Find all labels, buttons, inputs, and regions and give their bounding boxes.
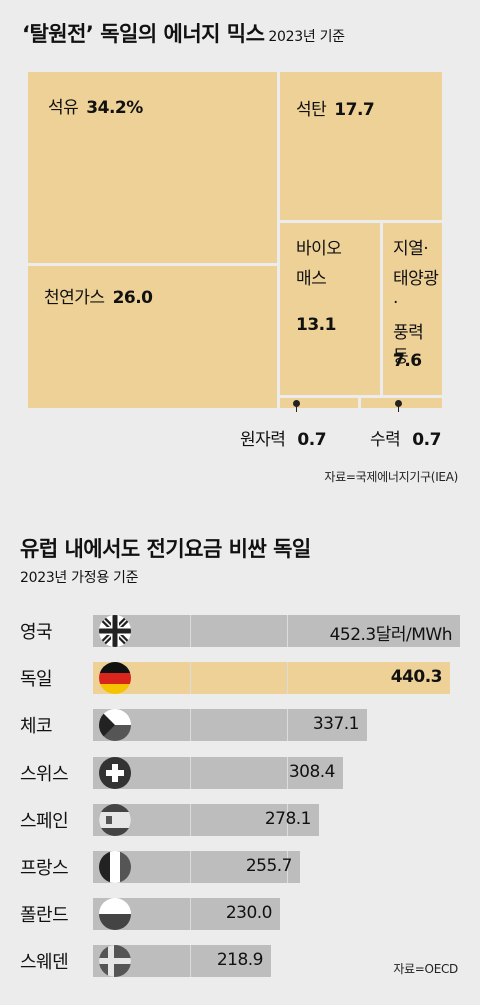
treemap-tile-nuclear (280, 398, 358, 408)
bar-row: 218.9 (93, 945, 460, 977)
treemap-tile-coal: 석탄 17.7 (280, 72, 442, 220)
bar (93, 615, 460, 647)
germany-flag-icon (99, 662, 131, 694)
bar-row: 230.0 (93, 898, 460, 930)
tile-coal-label: 석탄 (296, 100, 327, 120)
hydro-label: 수력 (370, 430, 401, 450)
bar-gridline (287, 709, 288, 741)
bar-row: 255.7 (93, 851, 460, 883)
bar-gridline (190, 898, 191, 930)
uk-flag-icon (99, 615, 131, 647)
country-label: 체코 (20, 716, 53, 737)
hydro-callout: 수력 0.7 (370, 425, 441, 450)
country-label: 스페인 (20, 811, 69, 832)
tile-biomass-value: 13.1 (296, 315, 336, 335)
bar-value-label: 255.7 (245, 856, 293, 876)
nuclear-value: 0.7 (297, 430, 327, 450)
bar-gridline (190, 709, 191, 741)
country-label: 스웨덴 (20, 952, 69, 973)
bar-value-label: 452.3달러/MWh (329, 625, 453, 645)
country-label: 폴란드 (20, 905, 69, 926)
bar-value-label: 278.1 (264, 809, 312, 829)
treemap-tile-gas: 천연가스 26.0 (28, 266, 277, 408)
bar-gridline (190, 757, 191, 789)
bar-gridline (190, 945, 191, 977)
bar-row: 278.1 (93, 804, 460, 836)
treemap-tile-biomass: 바이오 매스 13.1 (280, 223, 380, 395)
treemap: 석유 34.2% 천연가스 26.0 석탄 17.7 바이오 매스 13.1 지열· … (28, 72, 442, 408)
tile-gas-label: 천연가스 (44, 288, 105, 308)
bar (93, 757, 343, 789)
sweden-flag-icon (99, 945, 131, 977)
bar-value-label: 218.9 (216, 950, 264, 970)
bar-gridline (190, 662, 191, 694)
hydro-value: 0.7 (412, 430, 441, 450)
bar-gridline (287, 851, 288, 883)
tile-coal-value: 17.7 (334, 100, 375, 120)
bar (93, 709, 367, 741)
bar-row: 308.4 (93, 757, 460, 789)
chart1-source: 자료=국제에너지기구(IEA) (324, 470, 458, 484)
tile-renew-label-line2: 태양광· (393, 269, 439, 313)
hydro-leader-line (398, 402, 399, 412)
tile-renew-label-line1: 지열· (393, 239, 429, 259)
bar-gridline (287, 662, 288, 694)
tile-oil-value: 34.2% (86, 98, 143, 118)
bar-row: 452.3달러/MWh (93, 615, 460, 647)
tile-oil-label: 석유 (48, 98, 79, 118)
spain-flag-icon (99, 804, 131, 836)
bar (93, 662, 450, 694)
bar-gridline (190, 851, 191, 883)
bar-value-label: 337.1 (312, 714, 360, 734)
treemap-tile-renewables: 지열· 태양광· 풍력 등 7.6 (383, 223, 442, 395)
bar-gridline (287, 804, 288, 836)
bar-value-label: 230.0 (225, 903, 273, 923)
tile-gas-value: 26.0 (112, 288, 153, 308)
chart1-title-text: ‘탈원전’ 독일의 에너지 믹스 (22, 22, 265, 46)
nuclear-leader-dot (293, 400, 300, 407)
tile-renew-value: 7.6 (393, 351, 422, 371)
country-label: 영국 (20, 622, 53, 643)
country-label: 독일 (20, 669, 53, 690)
poland-flag-icon (99, 898, 131, 930)
nuclear-label: 원자력 (240, 430, 286, 450)
chart2-source: 자료=OECD (393, 962, 458, 976)
country-label: 스위스 (20, 764, 69, 785)
france-flag-icon (99, 851, 131, 883)
bar-value-label: 440.3 (390, 667, 443, 687)
treemap-tile-oil: 석유 34.2% (28, 72, 277, 263)
tile-biomass-label-line1: 바이오 (296, 239, 342, 259)
bar-row: 440.3 (93, 662, 460, 694)
bar-gridline (287, 757, 288, 789)
bar-gridline (190, 615, 191, 647)
bar-row: 337.1 (93, 709, 460, 741)
chart1-title: ‘탈원전’ 독일의 에너지 믹스 2023년 기준 (22, 18, 345, 48)
chart2-subtitle: 2023년 가정용 기준 (20, 570, 139, 586)
hydro-leader-dot (395, 400, 402, 407)
tile-biomass-label-line2: 매스 (296, 269, 327, 289)
switzerland-flag-icon (99, 757, 131, 789)
tile-renew-label-line3: 풍력 등 (393, 323, 424, 367)
chart2-title: 유럽 내에서도 전기요금 비싼 독일 (20, 537, 311, 561)
bar-value-label: 308.4 (288, 762, 336, 782)
country-label: 프랑스 (20, 858, 69, 879)
nuclear-callout: 원자력 0.7 (240, 425, 327, 450)
chart1-subtitle: 2023년 기준 (268, 29, 345, 45)
bar-gridline (190, 804, 191, 836)
nuclear-leader-line (296, 402, 297, 412)
czech-flag-icon (99, 709, 131, 741)
bar-gridline (287, 615, 288, 647)
